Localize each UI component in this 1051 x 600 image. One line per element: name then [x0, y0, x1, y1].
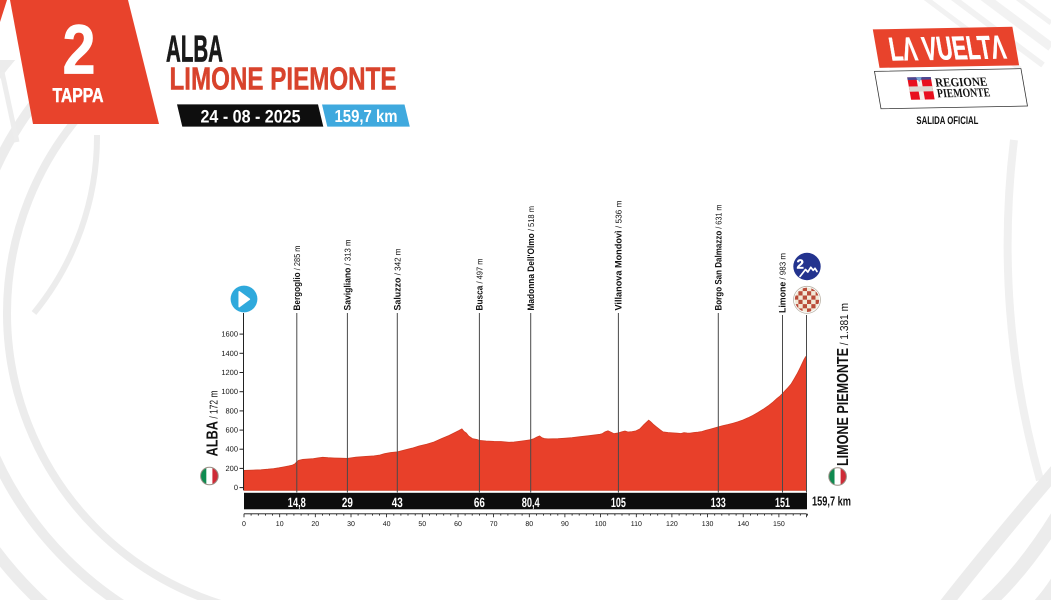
svg-text:80,4: 80,4 — [522, 495, 540, 510]
svg-text:60: 60 — [454, 521, 462, 528]
svg-text:0: 0 — [234, 483, 238, 492]
svg-text:ALBA: ALBA — [166, 28, 223, 70]
svg-text:159,7 km: 159,7 km — [812, 494, 851, 509]
svg-text:120: 120 — [666, 521, 678, 528]
svg-text:400: 400 — [225, 445, 238, 454]
svg-text:20: 20 — [311, 521, 319, 528]
svg-text:800: 800 — [225, 406, 238, 415]
svg-text:PIEMONTE: PIEMONTE — [936, 85, 991, 100]
svg-text:110: 110 — [631, 521, 642, 528]
svg-text:TAPPA: TAPPA — [53, 85, 104, 107]
svg-text:LΛ VUELTΛ: LΛ VUELTΛ — [886, 28, 1008, 67]
svg-text:100: 100 — [595, 521, 607, 528]
svg-text:130: 130 — [702, 521, 714, 528]
svg-text:2: 2 — [63, 11, 96, 89]
svg-text:1400: 1400 — [221, 349, 238, 358]
svg-text:0: 0 — [242, 521, 246, 528]
svg-text:LIMONE PIEMONTE: LIMONE PIEMONTE — [170, 61, 397, 97]
svg-text:Busca / 497 m: Busca / 497 m — [474, 258, 485, 310]
svg-text:14,8: 14,8 — [288, 495, 306, 510]
svg-text:Savigliano / 313 m: Savigliano / 313 m — [342, 240, 353, 311]
svg-text:Borgo San Dalmazzo / 631 m: Borgo San Dalmazzo / 631 m — [713, 205, 724, 311]
svg-text:REGIONE: REGIONE — [934, 75, 988, 90]
svg-text:1000: 1000 — [221, 387, 238, 396]
svg-text:Madonna Dell'Olmo / 518 m: Madonna Dell'Olmo / 518 m — [525, 206, 536, 311]
svg-text:90: 90 — [561, 521, 569, 528]
svg-text:140: 140 — [737, 521, 749, 528]
svg-text:LIMONE PIEMONTE / 1.381 m: LIMONE PIEMONTE / 1.381 m — [835, 303, 852, 466]
svg-text:151: 151 — [775, 495, 790, 510]
svg-text:50: 50 — [418, 521, 426, 528]
svg-text:SALIDA OFICIAL: SALIDA OFICIAL — [916, 115, 978, 127]
svg-text:133: 133 — [711, 495, 726, 510]
svg-text:1200: 1200 — [221, 368, 238, 377]
svg-text:70: 70 — [490, 521, 498, 528]
svg-text:1600: 1600 — [221, 330, 238, 339]
svg-text:40: 40 — [383, 521, 391, 528]
svg-text:2: 2 — [797, 256, 804, 271]
svg-text:Villanova Mondovì / 536 m: Villanova Mondovì / 536 m — [613, 201, 624, 311]
svg-text:159,7 km: 159,7 km — [335, 106, 398, 126]
svg-text:Saluzzo / 342 m: Saluzzo / 342 m — [392, 249, 403, 311]
svg-text:43: 43 — [392, 495, 403, 510]
svg-text:105: 105 — [611, 495, 626, 510]
svg-text:Bergoglio / 285 m: Bergoglio / 285 m — [291, 246, 302, 311]
svg-text:200: 200 — [225, 464, 238, 473]
svg-text:10: 10 — [276, 521, 284, 528]
svg-text:ALBA / 172 m: ALBA / 172 m — [204, 391, 221, 457]
svg-text:600: 600 — [225, 426, 238, 435]
svg-text:Limone / 983 m: Limone / 983 m — [777, 253, 788, 313]
svg-text:150: 150 — [773, 521, 785, 528]
svg-text:66: 66 — [474, 495, 485, 510]
svg-text:24 - 08 - 2025: 24 - 08 - 2025 — [201, 106, 301, 126]
svg-text:80: 80 — [525, 521, 533, 528]
svg-text:30: 30 — [347, 521, 355, 528]
svg-text:29: 29 — [342, 495, 353, 510]
